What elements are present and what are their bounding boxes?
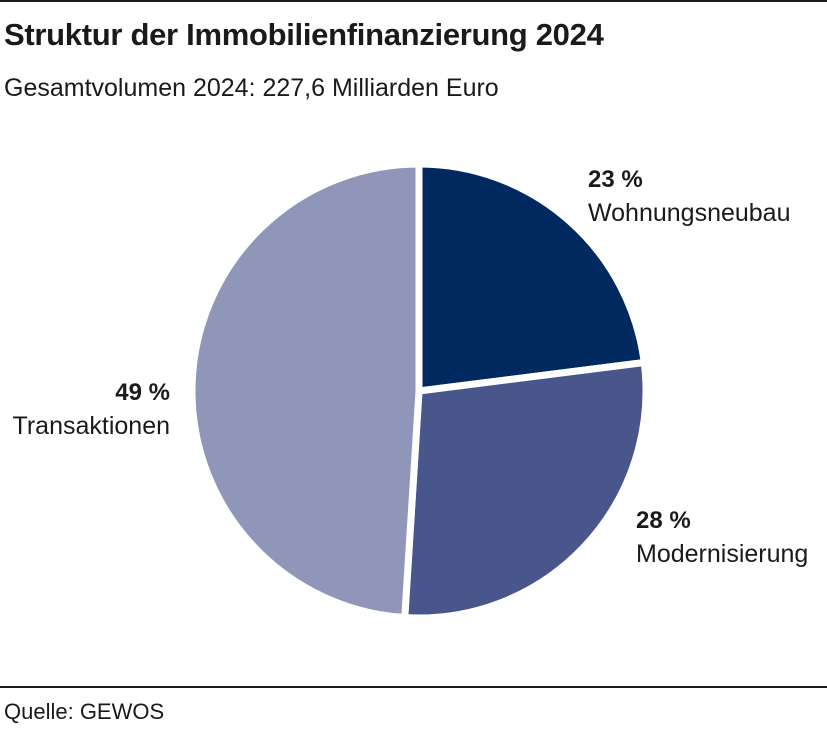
slice-value-label: 28 % <box>636 507 691 534</box>
chart-title: Struktur der Immobilienfinanzierung 2024 <box>4 17 604 52</box>
slice-value-label: 23 % <box>588 166 643 193</box>
pie-slice-modernisierung <box>401 359 650 622</box>
slice-category-label: Wohnungsneubau <box>588 199 791 227</box>
pie-slice-transaktionen <box>188 160 423 622</box>
pie-slice-wohnungsneubau <box>415 160 648 395</box>
top-rule <box>0 0 827 2</box>
slice-category-label: Transaktionen <box>13 412 171 440</box>
pie-chart: 23 % Wohnungsneubau 28 % Modernisierung 49 %… <box>12 160 809 622</box>
bottom-rule <box>0 686 827 688</box>
chart-subtitle: Gesamtvolumen 2024: 227,6 Milliarden Eur… <box>4 74 499 102</box>
slice-category-label: Modernisierung <box>636 540 808 568</box>
source-note: Quelle: GEWOS <box>4 699 165 724</box>
slice-value-label: 49 % <box>115 379 170 406</box>
